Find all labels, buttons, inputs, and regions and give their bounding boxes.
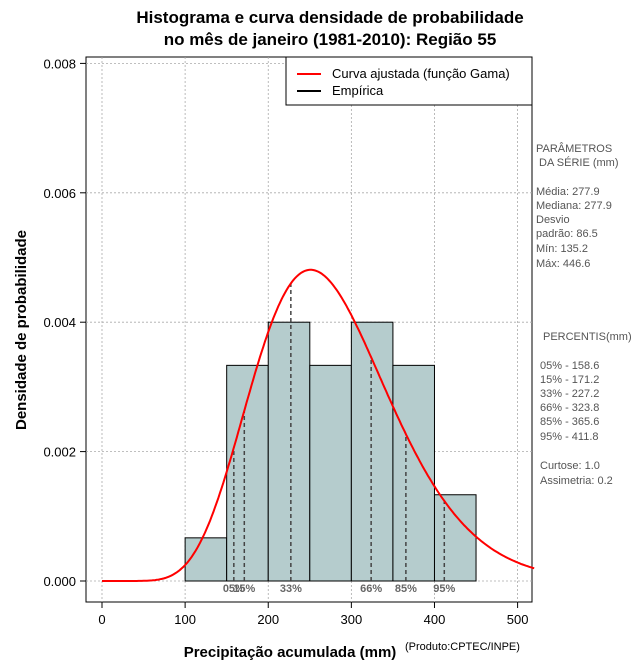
x-axis-label: Precipitação acumulada (mm) (184, 644, 397, 660)
param-desvio-2: padrão: 86.5 (536, 228, 598, 240)
stat-curtose: Curtose: 1.0 (540, 460, 600, 472)
percentile-lines (233, 283, 446, 581)
histogram-bar (392, 364, 435, 582)
product-credit: (Produto:CPTEC/INPE) (405, 641, 520, 653)
histogram-bar (433, 494, 477, 582)
param-min: Mín: 135.2 (536, 243, 588, 255)
histogram-bar (350, 321, 394, 582)
y-tick-label: 0.006 (43, 186, 76, 201)
x-tick-label: 200 (257, 612, 279, 627)
y-tick-label: 0.004 (43, 315, 76, 330)
x-tick-label: 0 (98, 612, 105, 627)
params-title-1: PARÂMETROS (536, 143, 613, 155)
percentile-label: 95% (433, 583, 455, 595)
y-axis-label: Densidade de probabilidade (13, 230, 30, 430)
x-tick-label: 400 (424, 612, 446, 627)
y-tick-label: 0.000 (43, 574, 76, 589)
percentis-title: PERCENTIS(mm) (543, 331, 632, 343)
param-media: Média: 277.9 (536, 186, 600, 198)
percentile-label: 05% (223, 583, 245, 595)
histogram-bar (184, 537, 228, 582)
chart-title-line1: Histograma e curva densidade de probabil… (136, 8, 524, 27)
percentil-33: 33% - 227.2 (540, 388, 600, 400)
percentile-labels: 05%15% 33% 66% 85% 95% (223, 583, 456, 595)
percentil-05: 05% - 158.6 (540, 360, 600, 372)
param-desvio-1: Desvio (536, 214, 570, 226)
axes: 0 100 200 300 400 500 0.000 0.002 0.004 0.006 0.00… (43, 56, 528, 627)
legend-box (285, 56, 533, 106)
legend: Curva ajustada (função Gama) Empírica (285, 56, 533, 106)
chart-title-line2: no mês de janeiro (1981-2010): Região 55 (163, 30, 497, 49)
histogram-bar (267, 321, 311, 582)
x-tick-label: 300 (341, 612, 363, 627)
y-tick-label: 0.002 (43, 445, 76, 460)
gamma-curve (102, 268, 535, 582)
percentil-15: 15% - 171.2 (540, 374, 600, 386)
histogram-bars (184, 321, 477, 582)
x-tick-label: 100 (174, 612, 196, 627)
percentil-95: 95% - 411.8 (540, 431, 599, 443)
param-max: Máx: 446.6 (536, 258, 591, 270)
y-tick-label: 0.008 (43, 56, 76, 71)
percentil-66: 66% - 323.8 (540, 402, 600, 414)
stat-assimetria: Assimetria: 0.2 (540, 475, 613, 487)
histogram-bar (309, 364, 352, 582)
x-tick-label: 500 (507, 612, 529, 627)
param-mediana: Mediana: 277.9 (536, 200, 612, 212)
legend-label-fit: Curva ajustada (função Gama) (332, 66, 510, 81)
params-title-2: DA SÉRIE (mm) (536, 157, 619, 169)
percentile-label: 15% (233, 583, 255, 595)
percentile-label: 66% (360, 583, 382, 595)
percentile-label: 85% (395, 583, 417, 595)
percentile-label: 33% (280, 583, 302, 595)
legend-label-empirical: Empírica (332, 83, 384, 98)
percentil-85: 85% - 365.6 (540, 416, 600, 428)
